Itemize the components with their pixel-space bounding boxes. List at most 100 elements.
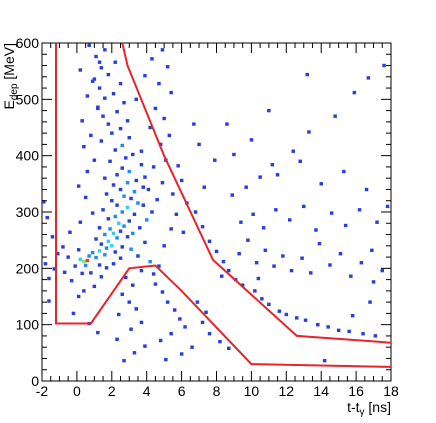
- heatmap-bin: [120, 245, 124, 249]
- x-tick-label: 4: [143, 383, 151, 399]
- heatmap-bin: [99, 242, 104, 246]
- heatmap-bin: [80, 119, 84, 123]
- y-tick-label: 200: [16, 260, 40, 276]
- heatmap-bin: [104, 192, 109, 196]
- heatmap-bin: [349, 274, 353, 278]
- x-axis-title: t-tγ [ns]: [347, 399, 391, 418]
- heatmap-bin: [47, 299, 51, 303]
- heatmap-bin: [300, 256, 304, 260]
- heatmap-bin: [359, 261, 364, 265]
- heatmap-bin: [218, 339, 222, 344]
- heatmap-bin: [373, 334, 378, 338]
- heatmap-bin: [103, 253, 107, 257]
- heatmap-bin: [305, 72, 309, 77]
- heatmap-bin: [104, 246, 109, 250]
- heatmap-bin: [101, 208, 105, 212]
- x-tick-label: 14: [313, 383, 329, 399]
- heatmap-bin: [103, 176, 107, 180]
- heatmap-bin: [129, 247, 133, 251]
- heatmap-bin: [267, 302, 271, 307]
- heatmap-bin: [160, 181, 165, 185]
- heatmap-bin: [127, 219, 131, 223]
- heatmap-bin: [129, 327, 133, 331]
- heatmap-bin: [143, 74, 147, 78]
- heatmap-bin: [110, 131, 114, 135]
- heatmap-bin: [382, 63, 386, 68]
- heatmap-bin: [120, 143, 124, 148]
- heatmap-bin: [361, 332, 365, 336]
- heatmap-bin: [132, 190, 137, 194]
- heatmap-bin: [145, 218, 149, 222]
- heatmap-bin: [200, 320, 205, 325]
- heatmap-bin: [132, 212, 137, 216]
- heatmap-bin: [326, 325, 330, 329]
- heatmap-bin: [146, 187, 151, 192]
- y-axis-title-subscript: dep: [9, 83, 20, 100]
- heatmap-bin: [281, 254, 285, 258]
- heatmap-bin: [214, 249, 219, 254]
- x-axis-ticks: -2 0 2 4 6 8 10 12 14 16 18: [36, 43, 399, 399]
- heatmap-bin: [125, 181, 130, 185]
- heatmap-bin: [83, 195, 88, 200]
- x-tick-label: 0: [73, 383, 81, 399]
- heatmap-bin: [155, 197, 159, 202]
- heatmap-bin: [122, 101, 126, 105]
- heatmap-bin: [202, 185, 206, 189]
- heatmap-bin: [207, 332, 212, 336]
- y-tick-label: 300: [16, 204, 40, 220]
- heatmap-bin: [68, 230, 72, 234]
- heatmap-bin: [319, 182, 323, 186]
- heatmap-bin: [138, 226, 142, 230]
- heatmap-bin: [127, 136, 131, 140]
- heatmap-bin: [347, 329, 351, 334]
- heatmap-bin: [157, 264, 161, 268]
- heatmap-bin: [125, 205, 130, 210]
- heatmap-bin: [125, 235, 130, 239]
- heatmap-bins: [42, 43, 390, 363]
- heatmap-bin: [118, 81, 123, 86]
- heatmap-bin: [97, 249, 102, 253]
- heatmap-bin: [169, 332, 173, 336]
- heatmap-bin: [343, 223, 348, 228]
- heatmap-bin: [193, 210, 198, 214]
- heatmap-bin: [47, 276, 51, 281]
- x-axis-title-main: t-t: [347, 399, 360, 415]
- heatmap-bin: [69, 279, 74, 283]
- y-tick-label: 600: [16, 35, 40, 51]
- heatmap-bin: [220, 274, 224, 278]
- heatmap-bin: [375, 220, 379, 224]
- heatmap-bin: [153, 106, 158, 111]
- heatmap-bin: [82, 259, 86, 264]
- heatmap-bin: [291, 149, 295, 153]
- heatmap-bin: [141, 185, 145, 189]
- heatmap-bin: [207, 239, 212, 243]
- heatmap-bin: [151, 165, 156, 169]
- heatmap-bin: [141, 203, 145, 207]
- heatmap-bin: [263, 248, 268, 252]
- heatmap-bin: [42, 200, 46, 204]
- heatmap-bin: [256, 276, 261, 281]
- heatmap-bin: [150, 57, 154, 61]
- heatmap-bin: [204, 310, 208, 314]
- heatmap-bin: [240, 283, 245, 287]
- heatmap-bin: [101, 114, 105, 118]
- heatmap-bin: [385, 204, 390, 209]
- heatmap-bin: [153, 282, 158, 286]
- heatmap-bin: [97, 263, 102, 267]
- heatmap-bin: [111, 262, 116, 266]
- heatmap-bin: [350, 314, 355, 318]
- heatmap-bin: [124, 156, 128, 160]
- heatmap-bin: [148, 125, 152, 130]
- heatmap-bin: [139, 149, 144, 153]
- heatmap-bin: [125, 119, 130, 123]
- heatmap-bin: [261, 226, 266, 230]
- heatmap-bin: [136, 254, 140, 258]
- heatmap-bin: [172, 308, 177, 312]
- heatmap-bin: [106, 72, 111, 77]
- heatmap-bin: [90, 250, 95, 255]
- heatmap-bin: [254, 261, 259, 265]
- heatmap-bin: [352, 90, 357, 95]
- heatmap-bin: [139, 320, 144, 325]
- heatmap-bin: [108, 159, 112, 163]
